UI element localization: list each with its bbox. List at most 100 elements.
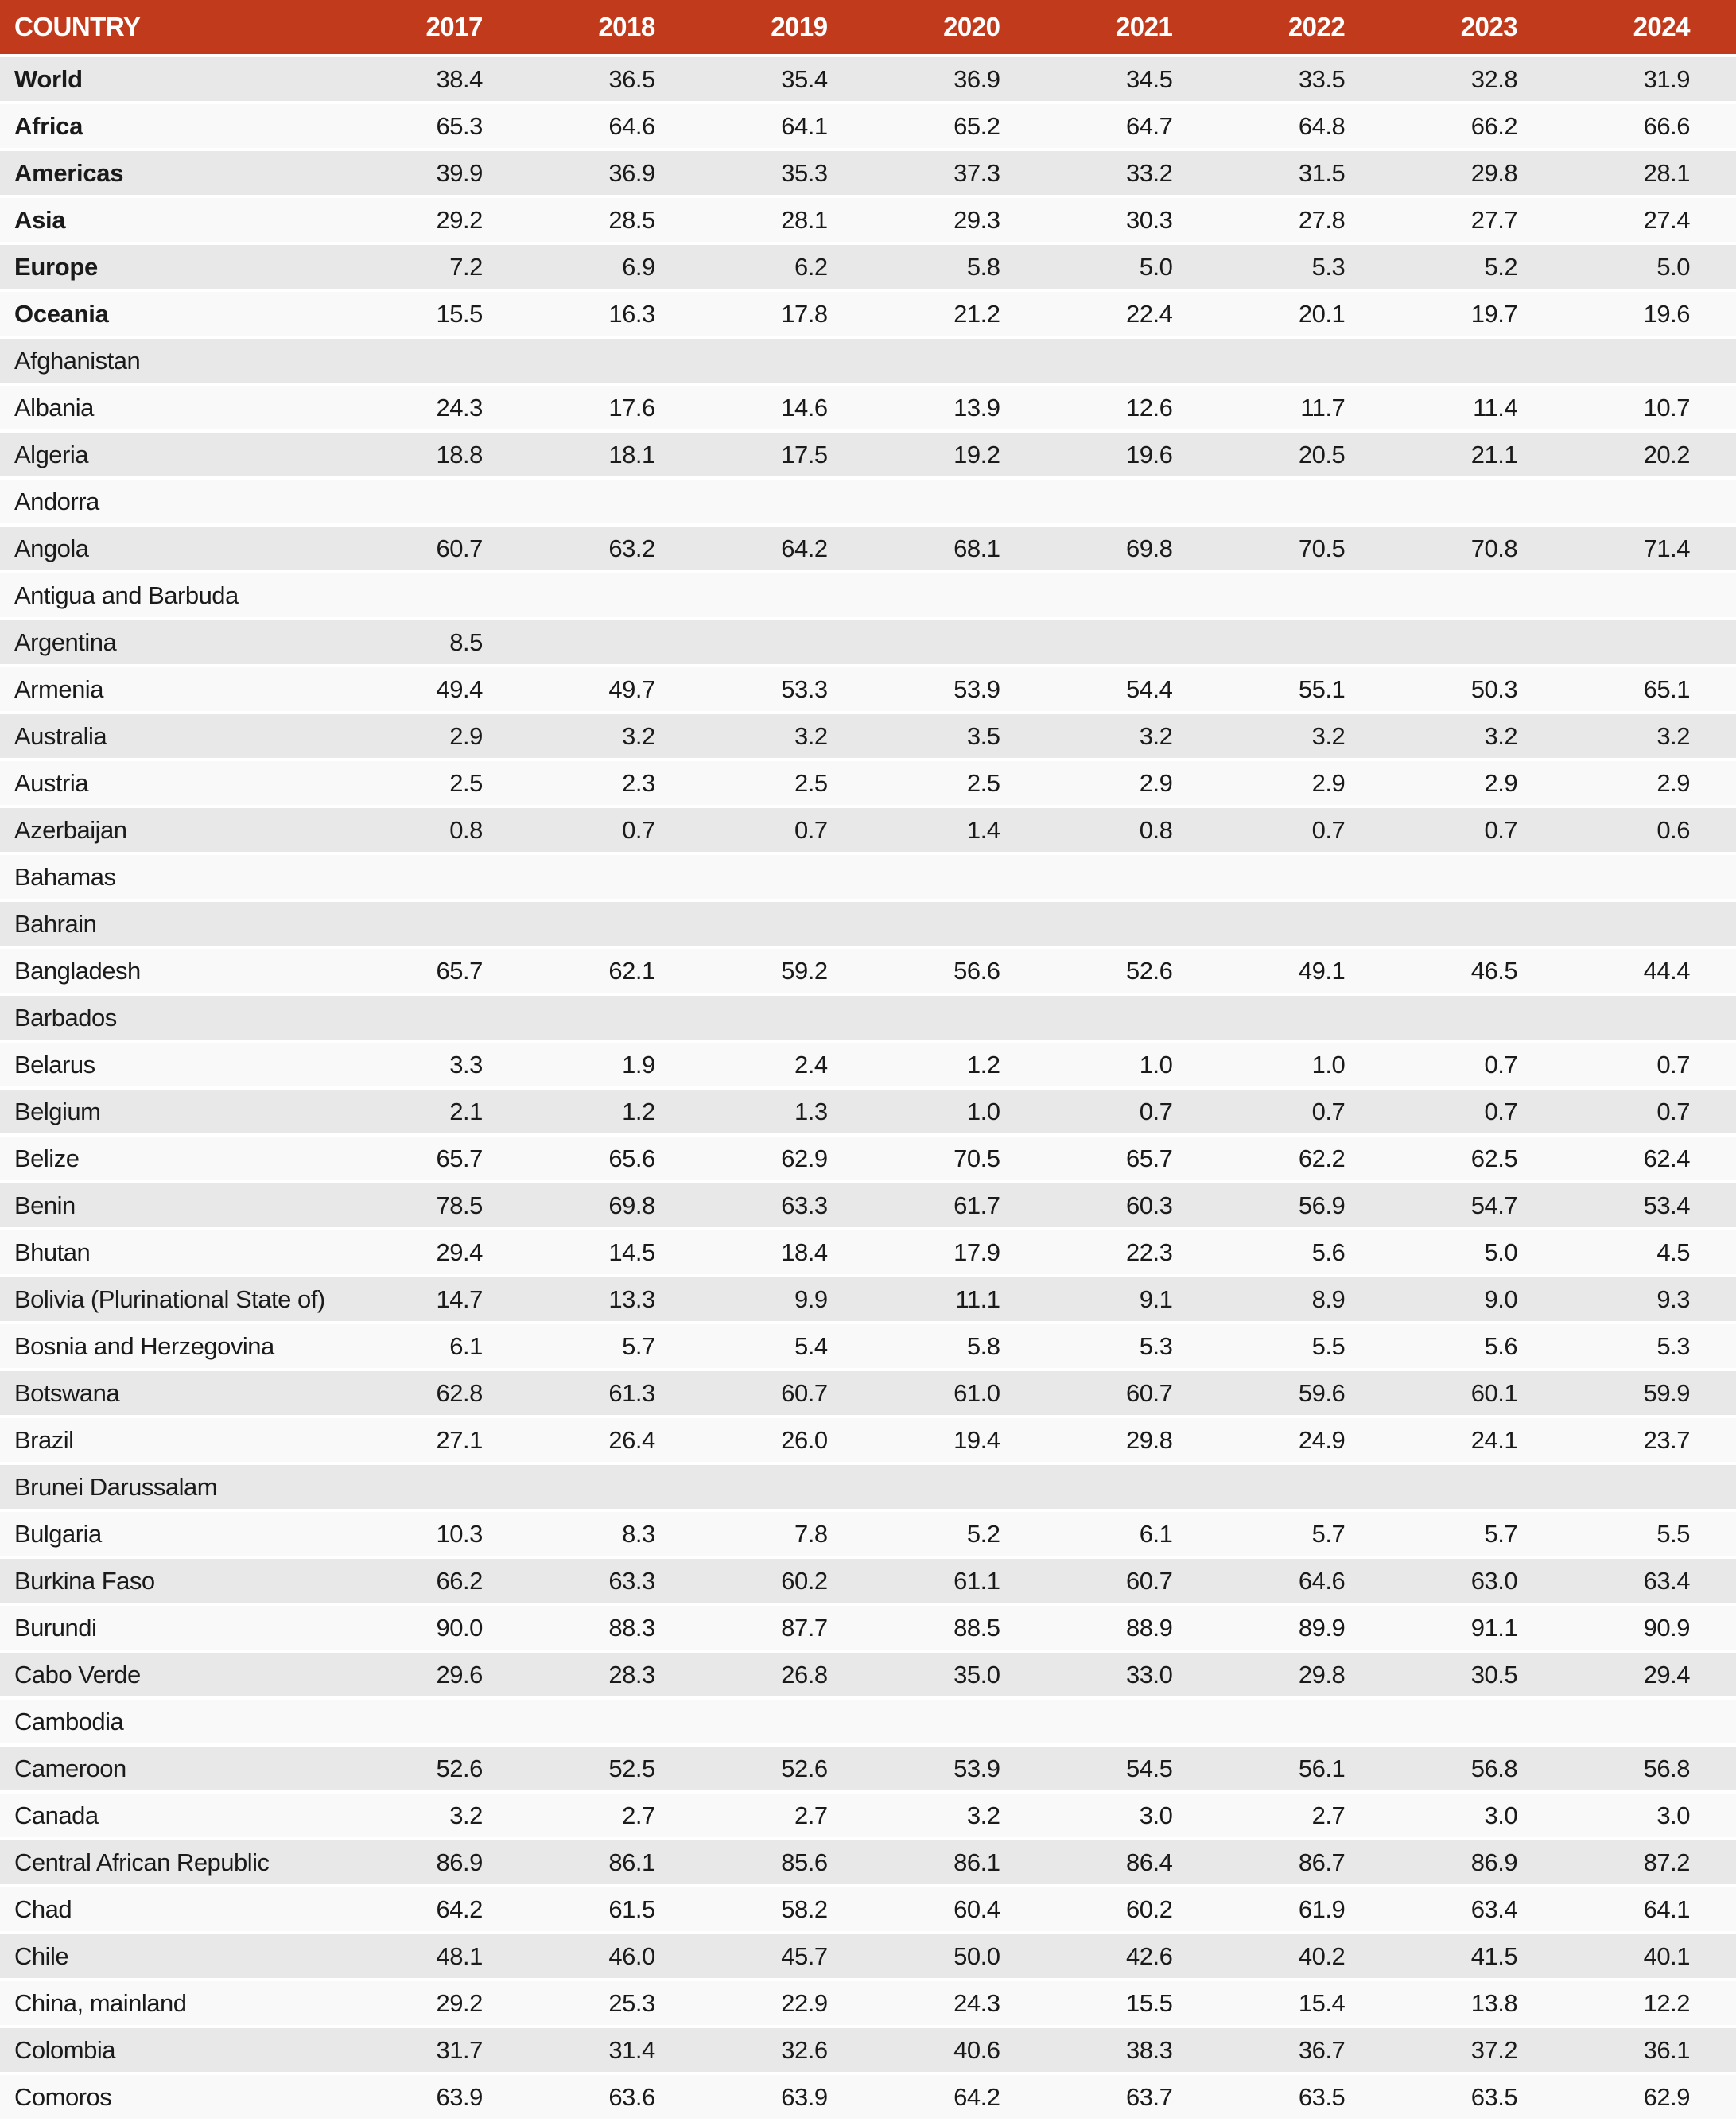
value-cell xyxy=(1046,900,1219,949)
value-cell: 65.7 xyxy=(1046,1135,1219,1183)
value-cell xyxy=(873,619,1047,667)
value-cell xyxy=(873,853,1047,902)
value-cell: 86.1 xyxy=(873,1839,1047,1887)
table-row: Europe 7.2 6.9 6.2 5.8 5.0 5.3 5.2 5.0 xyxy=(0,243,1736,292)
value-cell: 27.7 xyxy=(1391,196,1564,245)
value-cell: 52.6 xyxy=(1046,947,1219,996)
table-row: Americas 39.9 36.9 35.3 37.3 33.2 31.5 29.8 28.1 xyxy=(0,150,1736,198)
table-row: Algeria 18.8 18.1 17.5 19.2 19.6 20.5 21.1 20.2 xyxy=(0,431,1736,480)
value-cell: 2.5 xyxy=(701,760,874,808)
value-cell: 22.4 xyxy=(1046,290,1219,339)
value-cell: 15.5 xyxy=(356,290,529,339)
country-name-cell: Angola xyxy=(0,525,356,573)
value-cell xyxy=(1218,994,1392,1043)
value-cell: 34.5 xyxy=(1046,56,1219,104)
value-cell: 21.2 xyxy=(873,290,1047,339)
value-cell xyxy=(356,1698,529,1747)
value-cell xyxy=(873,1698,1047,1747)
value-cell: 5.0 xyxy=(1563,243,1736,292)
value-cell: 36.1 xyxy=(1563,2027,1736,2075)
value-cell: 0.8 xyxy=(356,806,529,855)
value-cell xyxy=(1391,900,1564,949)
value-cell: 61.9 xyxy=(1218,1886,1392,1934)
value-cell xyxy=(356,994,529,1043)
value-cell: 64.6 xyxy=(1218,1557,1392,1606)
value-cell: 19.6 xyxy=(1046,431,1219,480)
value-cell: 18.4 xyxy=(701,1229,874,1277)
value-cell: 59.6 xyxy=(1218,1370,1392,1418)
value-cell: 52.6 xyxy=(356,1745,529,1794)
table-row: Australia 2.9 3.2 3.2 3.5 3.2 3.2 3.2 3.2 xyxy=(0,713,1736,761)
value-cell: 56.8 xyxy=(1563,1745,1736,1794)
value-cell xyxy=(1046,478,1219,527)
value-cell: 19.2 xyxy=(873,431,1047,480)
value-cell: 19.6 xyxy=(1563,290,1736,339)
value-cell: 49.1 xyxy=(1218,947,1392,996)
value-cell: 62.2 xyxy=(1218,1135,1392,1183)
table-row: Chad 64.2 61.5 58.2 60.4 60.2 61.9 63.4 64.1 xyxy=(0,1886,1736,1934)
value-cell: 69.8 xyxy=(1046,525,1219,573)
country-name-cell: Belize xyxy=(0,1135,356,1183)
value-cell: 3.3 xyxy=(356,1041,529,1090)
value-cell: 3.5 xyxy=(873,713,1047,761)
value-cell: 1.0 xyxy=(1046,1041,1219,1090)
value-cell xyxy=(1218,1463,1392,1512)
value-cell: 23.7 xyxy=(1563,1417,1736,1465)
country-name-cell: Armenia xyxy=(0,666,356,714)
value-cell: 8.3 xyxy=(528,1510,701,1559)
value-cell: 48.1 xyxy=(356,1933,529,1981)
country-name-cell: Algeria xyxy=(0,431,356,480)
header-row: COUNTRY 2017 2018 2019 2020 2021 2022 2023 2024 xyxy=(0,0,1736,57)
value-cell: 8.9 xyxy=(1218,1276,1392,1324)
table-row: Chile 48.1 46.0 45.7 50.0 42.6 40.2 41.5 40.1 xyxy=(0,1933,1736,1981)
value-cell: 91.1 xyxy=(1391,1604,1564,1653)
value-cell: 5.3 xyxy=(1218,243,1392,292)
table-row: Cameroon 52.6 52.5 52.6 53.9 54.5 56.1 56.8 56.8 xyxy=(0,1745,1736,1794)
value-cell: 63.3 xyxy=(701,1182,874,1230)
table-row: China, mainland 29.2 25.3 22.9 24.3 15.5 15.4 1… xyxy=(0,1980,1736,2028)
value-cell: 2.9 xyxy=(1046,760,1219,808)
value-cell xyxy=(356,900,529,949)
country-name-cell: Australia xyxy=(0,713,356,761)
value-cell xyxy=(1046,1698,1219,1747)
value-cell xyxy=(701,337,874,386)
value-cell: 13.8 xyxy=(1391,1980,1564,2028)
value-cell: 87.7 xyxy=(701,1604,874,1653)
country-name-cell: Afghanistan xyxy=(0,337,356,386)
value-cell: 19.7 xyxy=(1391,290,1564,339)
value-cell: 0.7 xyxy=(1391,1041,1564,1090)
country-name-cell: Antigua and Barbuda xyxy=(0,572,356,620)
value-cell: 60.1 xyxy=(1391,1370,1564,1418)
value-cell: 63.6 xyxy=(528,2073,701,2122)
value-cell xyxy=(1391,853,1564,902)
column-header-2022: 2022 xyxy=(1218,0,1392,57)
value-cell: 63.3 xyxy=(528,1557,701,1606)
table-row: Comoros 63.9 63.6 63.9 64.2 63.7 63.5 63.5 62.9 xyxy=(0,2073,1736,2122)
value-cell: 9.3 xyxy=(1563,1276,1736,1324)
value-cell: 40.6 xyxy=(873,2027,1047,2075)
value-cell: 64.1 xyxy=(1563,1886,1736,1934)
value-cell: 2.9 xyxy=(1218,760,1392,808)
value-cell: 10.3 xyxy=(356,1510,529,1559)
value-cell: 70.5 xyxy=(1218,525,1392,573)
value-cell: 62.1 xyxy=(528,947,701,996)
value-cell xyxy=(356,853,529,902)
value-cell xyxy=(528,853,701,902)
value-cell: 65.3 xyxy=(356,103,529,151)
value-cell: 63.5 xyxy=(1391,2073,1564,2122)
country-name-cell: Cameroon xyxy=(0,1745,356,1794)
value-cell: 38.3 xyxy=(1046,2027,1219,2075)
value-cell: 44.4 xyxy=(1563,947,1736,996)
value-cell: 25.3 xyxy=(528,1980,701,2028)
table-row: Belize 65.7 65.6 62.9 70.5 65.7 62.2 62.5 62.4 xyxy=(0,1135,1736,1183)
value-cell: 5.0 xyxy=(1391,1229,1564,1277)
value-cell xyxy=(701,994,874,1043)
value-cell: 2.7 xyxy=(1218,1792,1392,1840)
value-cell xyxy=(873,572,1047,620)
table-row: Canada 3.2 2.7 2.7 3.2 3.0 2.7 3.0 3.0 xyxy=(0,1792,1736,1840)
value-cell: 27.1 xyxy=(356,1417,529,1465)
value-cell: 24.3 xyxy=(356,384,529,433)
value-cell: 21.1 xyxy=(1391,431,1564,480)
value-cell: 32.6 xyxy=(701,2027,874,2075)
value-cell: 17.6 xyxy=(528,384,701,433)
